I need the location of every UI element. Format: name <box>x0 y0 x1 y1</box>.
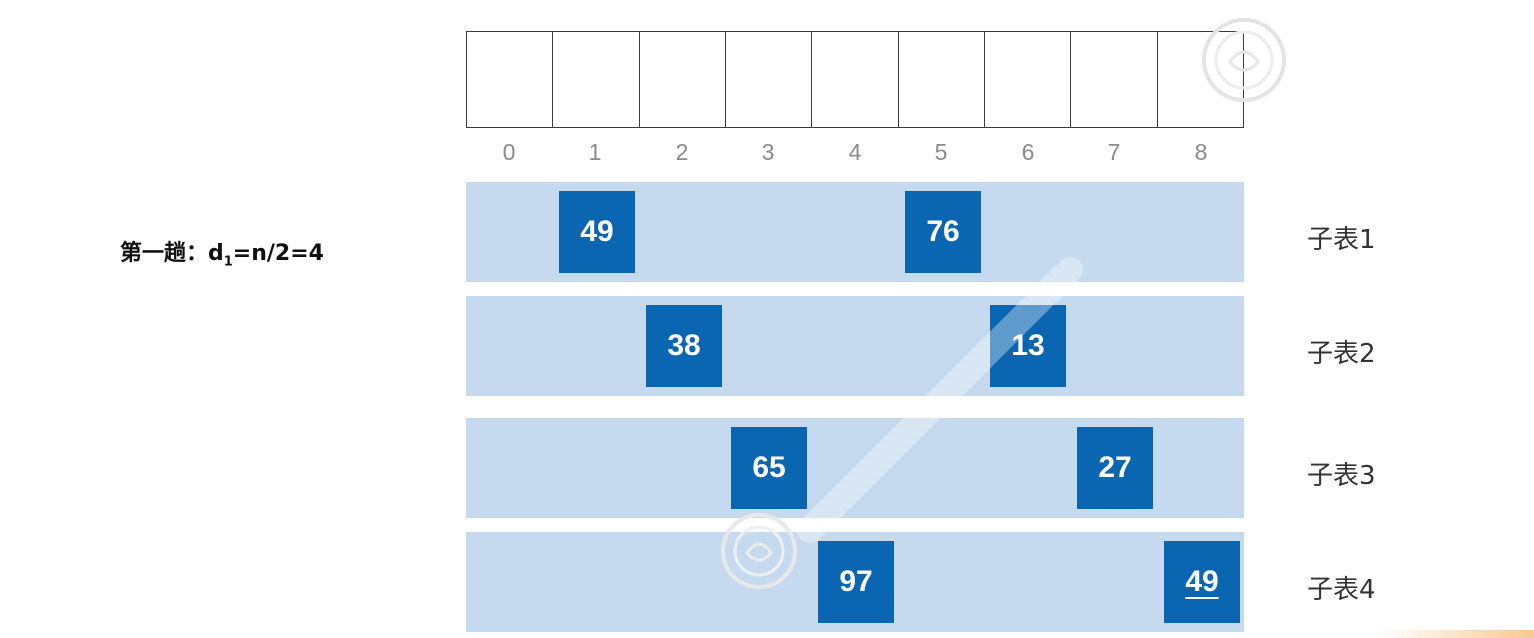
element-value: 76 <box>926 215 960 248</box>
element-value: 27 <box>1098 451 1132 484</box>
element-box-duplicate: 49 <box>1164 541 1240 623</box>
element-box: 76 <box>905 191 981 273</box>
element-value: 13 <box>1011 329 1045 362</box>
sublist-band-2 <box>466 296 1244 396</box>
element-value: 65 <box>752 451 786 484</box>
element-value: 49 <box>580 215 614 248</box>
element-value: 97 <box>839 565 873 598</box>
array-cell <box>985 32 1072 127</box>
element-box: 97 <box>818 541 894 623</box>
array-cell <box>1071 32 1158 127</box>
array-cell <box>812 32 899 127</box>
element-box: 13 <box>990 305 1066 387</box>
index-label: 8 <box>1194 139 1208 165</box>
sublist-label-1: 子表1 <box>1307 225 1376 255</box>
pass-label-prefix: 第一趟：d <box>120 241 224 266</box>
array-cell <box>640 32 726 127</box>
array-cell <box>899 32 985 127</box>
pass-label: 第一趟：d1=n/2=4 <box>120 235 324 269</box>
index-label: 0 <box>502 139 516 165</box>
element-box: 49 <box>559 191 635 273</box>
array-cell <box>726 32 813 127</box>
sublist-label-2: 子表2 <box>1307 339 1376 369</box>
array-cell <box>553 32 640 127</box>
pass-label-subscript: 1 <box>223 254 233 270</box>
index-label: 7 <box>1107 139 1121 165</box>
element-box: 38 <box>646 305 722 387</box>
sublist-label-4: 子表4 <box>1307 575 1376 605</box>
index-label: 5 <box>934 139 948 165</box>
index-label: 1 <box>588 139 602 165</box>
sublist-label-3: 子表3 <box>1307 461 1376 491</box>
element-box: 65 <box>731 427 807 509</box>
index-label: 4 <box>848 139 862 165</box>
element-value: 38 <box>667 329 701 362</box>
pass-label-suffix: =n/2=4 <box>232 241 324 266</box>
empty-array <box>466 31 1244 128</box>
element-value: 49 <box>1185 565 1219 598</box>
index-label: 2 <box>675 139 689 165</box>
corner-mark <box>1378 630 1534 638</box>
index-label: 6 <box>1021 139 1035 165</box>
array-cell <box>1158 32 1243 127</box>
array-cell <box>467 32 554 127</box>
index-label: 3 <box>761 139 775 165</box>
element-box: 27 <box>1077 427 1153 509</box>
